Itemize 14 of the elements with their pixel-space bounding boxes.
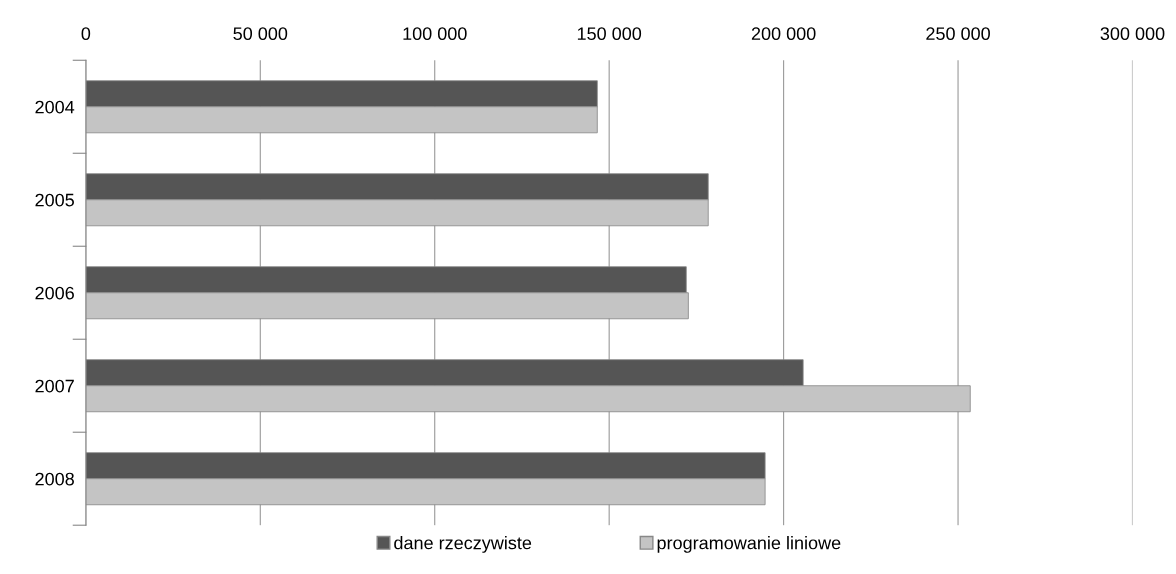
y-tick-label: 2006 xyxy=(35,286,74,300)
legend-label: programowanie liniowe xyxy=(657,536,841,553)
x-tick-label: 300 000 xyxy=(1100,27,1165,41)
legend-label: dane rzeczywiste xyxy=(394,536,532,553)
x-tick-label: 200 000 xyxy=(751,27,816,41)
x-tick-label: 50 000 xyxy=(233,27,288,41)
y-tick-label: 2008 xyxy=(35,472,74,486)
x-tick-label: 150 000 xyxy=(577,27,642,41)
x-tick-label: 100 000 xyxy=(403,27,467,41)
y-tick-label: 2004 xyxy=(35,100,75,114)
x-tick-label: 250 000 xyxy=(926,27,990,41)
x-tick-label: 0 xyxy=(81,27,91,41)
y-tick-label: 2007 xyxy=(35,379,74,393)
y-tick-label: 2005 xyxy=(35,193,74,207)
